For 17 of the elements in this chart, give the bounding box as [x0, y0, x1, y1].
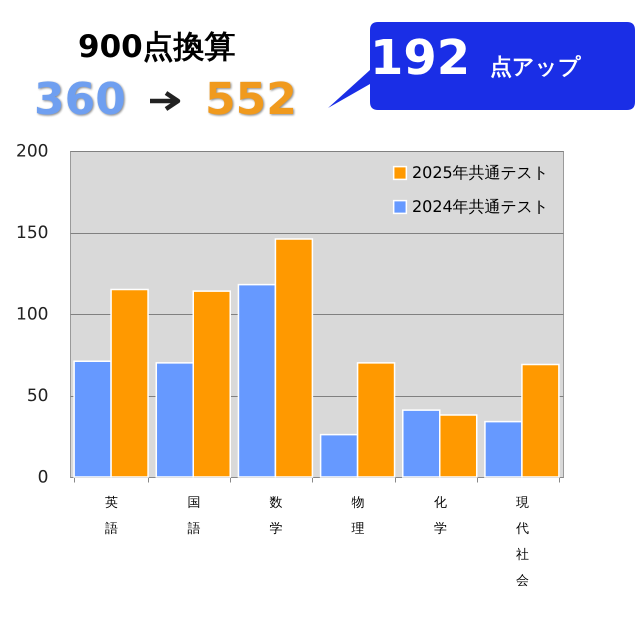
text: 552 — [205, 74, 297, 125]
text: 192 点アップ — [370, 30, 582, 86]
x-tick-label: 数学 — [269, 496, 282, 536]
y-tick-label: 0 — [38, 468, 48, 488]
x-tick-label: 英語 — [105, 496, 118, 536]
legend-label: 2024年共通テスト — [412, 197, 549, 216]
text: 360 — [34, 74, 126, 125]
x-tick-label: 国語 — [187, 496, 200, 536]
y-tick-label: 100 — [16, 304, 48, 324]
x-tick-label: 物理 — [352, 496, 365, 536]
y-tick-label: 150 — [16, 223, 48, 243]
legend-label: 2025年共通テスト — [412, 163, 549, 182]
y-tick-label: 200 — [16, 142, 48, 162]
x-tick-label: 現代社会 — [514, 496, 529, 588]
x-tick-label: 化学 — [434, 496, 447, 536]
y-tick-label: 50 — [26, 386, 48, 406]
chart-title: 900点換算 — [78, 28, 236, 67]
